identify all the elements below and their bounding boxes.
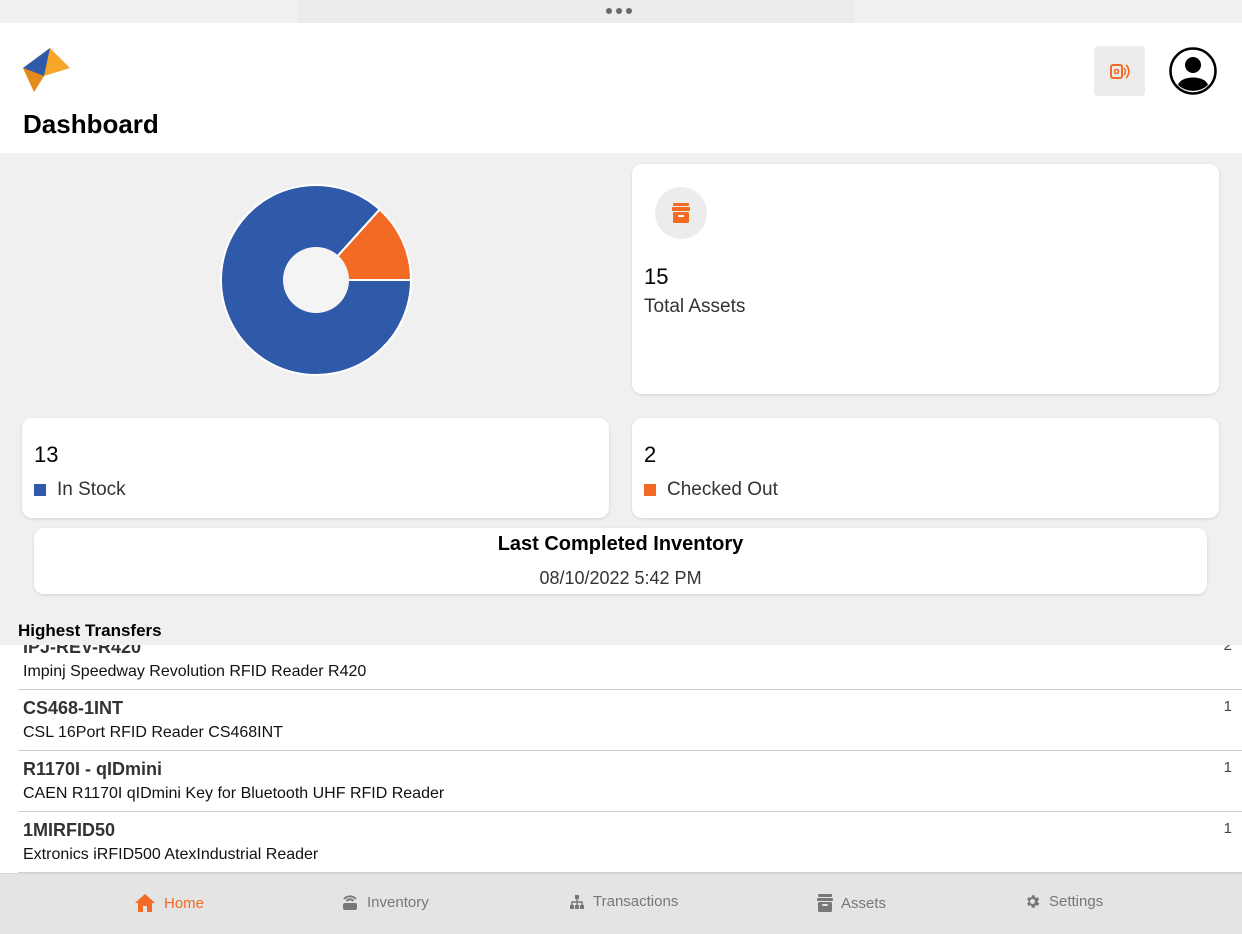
hierarchy-icon bbox=[570, 894, 584, 909]
tab-assets[interactable]: Assets bbox=[817, 893, 886, 913]
asset-description: CSL 16Port RFID Reader CS468INT bbox=[23, 724, 283, 741]
home-icon bbox=[135, 894, 155, 912]
tab-assets-label: Assets bbox=[841, 894, 887, 912]
bottom-tab-bar: Home Inventory Transactions Assets bbox=[0, 873, 1242, 934]
multitask-handle-area bbox=[298, 0, 854, 23]
in-stock-card[interactable]: 13 In Stock bbox=[22, 418, 609, 518]
tab-settings-label: Settings bbox=[1049, 893, 1104, 910]
rfid-reader-icon bbox=[1109, 64, 1130, 79]
list-item[interactable]: IPJ-REV-R420 Impinj Speedway Revolution … bbox=[18, 645, 1242, 690]
checked-out-legend-swatch bbox=[644, 484, 656, 496]
total-assets-label: Total Assets bbox=[644, 296, 746, 317]
app-header: Dashboard bbox=[0, 23, 1242, 153]
user-avatar-icon[interactable] bbox=[1169, 47, 1217, 95]
asset-status-donut-chart bbox=[220, 184, 412, 376]
multitask-dots-icon[interactable] bbox=[606, 8, 636, 16]
tab-inventory-label: Inventory bbox=[367, 893, 429, 911]
rfid-scan-icon bbox=[343, 895, 357, 910]
transfer-count: 1 bbox=[1223, 759, 1232, 776]
asset-description: CAEN R1170I qIDmini Key for Bluetooth UH… bbox=[23, 785, 445, 802]
tab-home-label: Home bbox=[164, 894, 205, 912]
tab-transactions[interactable]: Transactions bbox=[569, 893, 678, 910]
last-inventory-card[interactable]: Last Completed Inventory 08/10/2022 5:42… bbox=[34, 528, 1207, 594]
asset-description: Impinj Speedway Revolution RFID Reader R… bbox=[23, 663, 367, 680]
donut-hole bbox=[283, 247, 349, 313]
asset-code: IPJ-REV-R420 bbox=[23, 645, 142, 657]
total-assets-value: 15 bbox=[644, 264, 669, 289]
asset-description: Extronics iRFID500 AtexIndustrial Reader bbox=[23, 846, 319, 863]
asset-code: R1170I - qIDmini bbox=[23, 759, 163, 779]
asset-code: 1MIRFID50 bbox=[23, 820, 116, 840]
total-assets-icon-badge bbox=[655, 187, 707, 239]
in-stock-legend-swatch bbox=[34, 484, 46, 496]
list-item[interactable]: R1170I - qIDmini CAEN R1170I qIDmini Key… bbox=[18, 751, 1242, 812]
system-top-bar bbox=[0, 0, 1242, 23]
highest-transfers-list[interactable]: IPJ-REV-R420 Impinj Speedway Revolution … bbox=[0, 645, 1242, 873]
list-item[interactable]: 1MIRFID50 Extronics iRFID500 AtexIndustr… bbox=[18, 812, 1242, 873]
tab-transactions-label: Transactions bbox=[593, 893, 679, 910]
rfid-reader-button[interactable] bbox=[1094, 46, 1145, 96]
transfer-count: 1 bbox=[1223, 698, 1232, 715]
highest-transfers-title: Highest Transfers bbox=[18, 621, 162, 640]
page-title: Dashboard bbox=[23, 109, 159, 139]
gear-icon bbox=[1027, 895, 1040, 908]
in-stock-value: 13 bbox=[34, 442, 59, 467]
tab-home[interactable]: Home bbox=[134, 893, 204, 913]
checked-out-card[interactable]: 2 Checked Out bbox=[632, 418, 1219, 518]
last-inventory-title: Last Completed Inventory bbox=[497, 533, 744, 555]
tab-inventory[interactable]: Inventory bbox=[341, 893, 429, 911]
last-inventory-date: 08/10/2022 5:42 PM bbox=[539, 568, 702, 588]
list-item[interactable]: CS468-1INT CSL 16Port RFID Reader CS468I… bbox=[18, 690, 1242, 751]
in-stock-label: In Stock bbox=[57, 479, 126, 500]
asset-code: CS468-1INT bbox=[23, 698, 124, 718]
checked-out-label: Checked Out bbox=[667, 479, 778, 500]
total-assets-card[interactable]: 15 Total Assets bbox=[632, 164, 1219, 394]
transfer-count: 2 bbox=[1223, 645, 1232, 654]
tab-settings[interactable]: Settings bbox=[1024, 893, 1103, 910]
app-logo-icon bbox=[23, 48, 70, 92]
archive-icon bbox=[817, 894, 833, 912]
checked-out-value: 2 bbox=[644, 442, 657, 467]
transfer-count: 1 bbox=[1223, 820, 1232, 837]
archive-box-icon bbox=[672, 203, 690, 223]
